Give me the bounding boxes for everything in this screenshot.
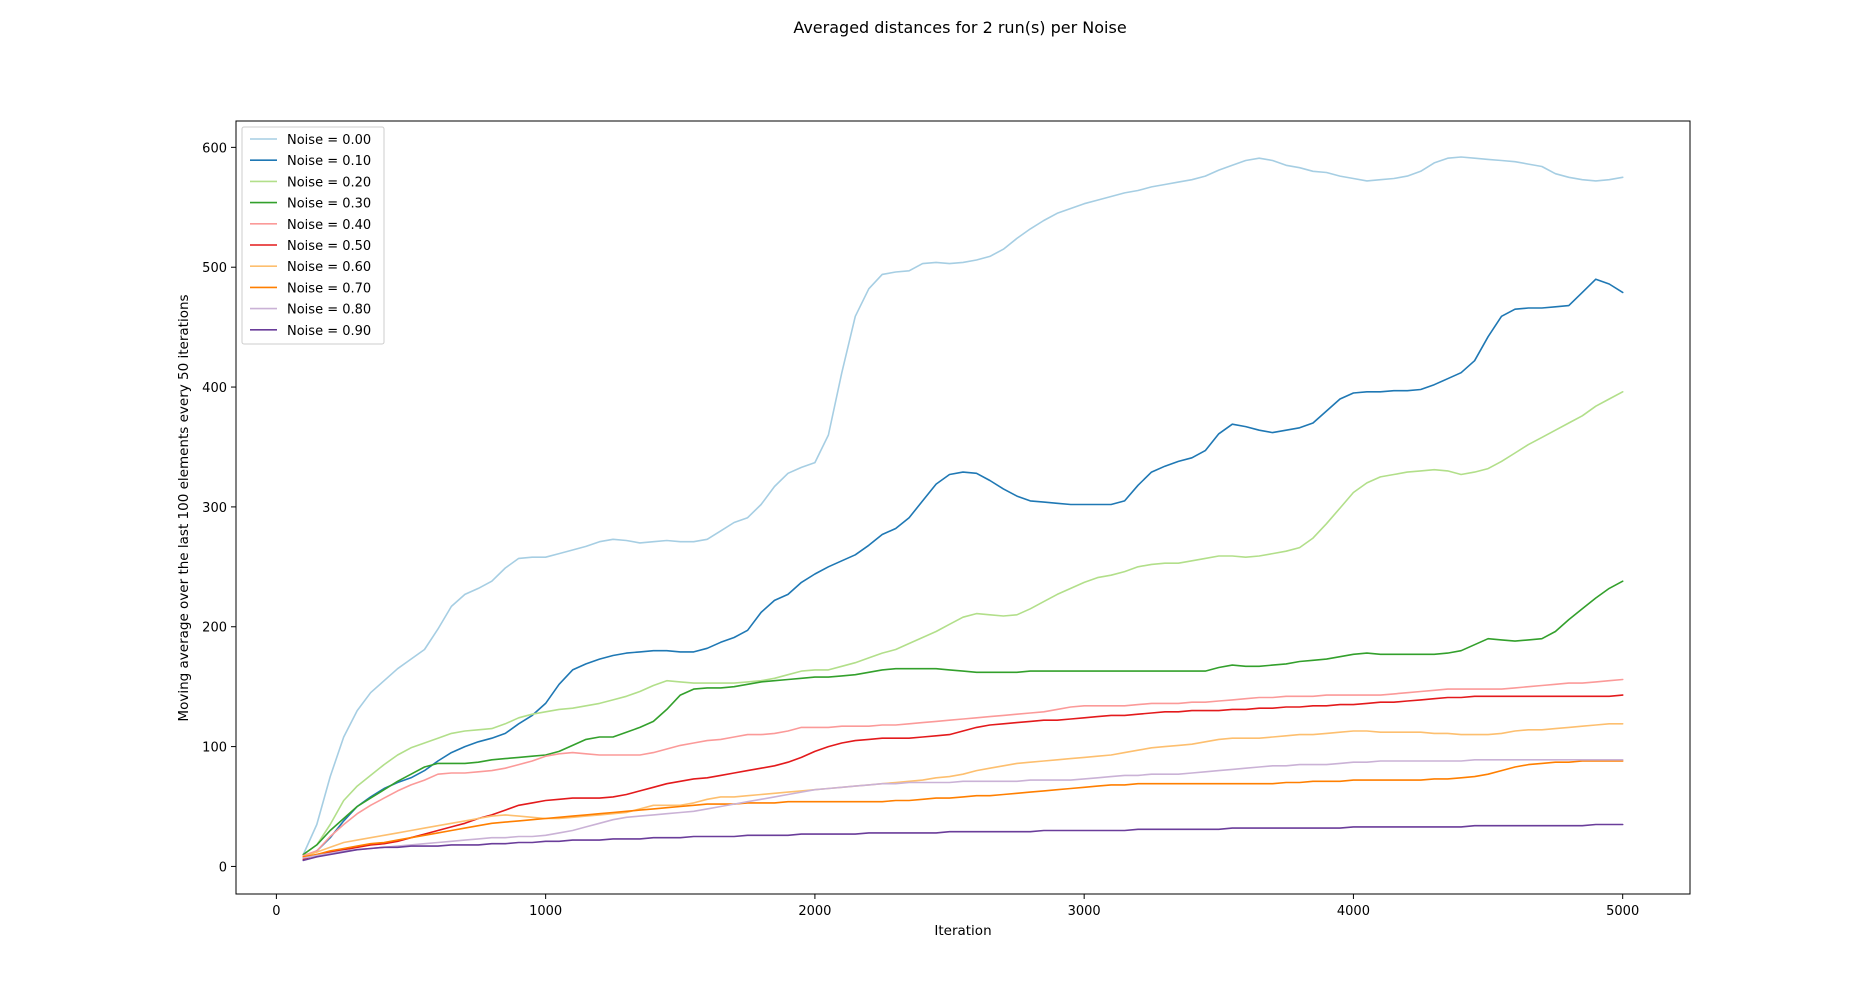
legend-label-9: Noise = 0.90 <box>287 324 371 339</box>
x-tick-label: 4000 <box>1337 904 1370 919</box>
plot-area <box>235 120 1691 895</box>
series-line-7 <box>302 760 1624 858</box>
legend-label-5: Noise = 0.50 <box>287 239 371 254</box>
x-axis-label: Iteration <box>934 923 991 939</box>
x-tick-label: 1000 <box>529 904 562 919</box>
y-tick-label: 100 <box>202 741 227 756</box>
legend-label-2: Noise = 0.20 <box>287 175 371 190</box>
y-tick-label: 400 <box>202 381 227 396</box>
legend-label-0: Noise = 0.00 <box>287 133 371 148</box>
x-tick-label: 3000 <box>1068 904 1101 919</box>
series-line-4 <box>302 678 1624 857</box>
y-tick-label: 0 <box>219 860 227 875</box>
series-line-9 <box>302 823 1624 862</box>
series-line-8 <box>302 758 1624 859</box>
series-line-3 <box>302 580 1624 856</box>
y-axis-label: Moving average over the last 100 element… <box>176 294 192 721</box>
x-tick-label: 5000 <box>1606 904 1639 919</box>
legend-label-1: Noise = 0.10 <box>287 154 371 169</box>
series-line-2 <box>302 390 1624 856</box>
legend-label-7: Noise = 0.70 <box>287 281 371 296</box>
x-axis: 0 1000 2000 3000 4000 5000 <box>272 894 1639 919</box>
y-tick-label: 300 <box>202 501 227 516</box>
legend-entries: Noise = 0.00 Noise = 0.10 Noise = 0.20 Nois… <box>250 133 371 339</box>
legend-label-8: Noise = 0.80 <box>287 303 371 318</box>
plot-frame <box>235 120 1691 895</box>
series-line-1 <box>302 278 1624 858</box>
x-tick-label: 0 <box>272 904 280 919</box>
y-tick-label: 600 <box>202 141 227 156</box>
series-line-6 <box>302 722 1624 858</box>
chart-title: Averaged distances for 2 run(s) per Nois… <box>793 18 1126 37</box>
legend-label-4: Noise = 0.40 <box>287 218 371 233</box>
x-tick-label: 2000 <box>798 904 831 919</box>
y-axis: 0 100 200 300 400 500 600 <box>202 141 236 875</box>
series-line-5 <box>302 694 1624 861</box>
legend-label-3: Noise = 0.30 <box>287 197 371 212</box>
y-tick-label: 200 <box>202 621 227 636</box>
legend-label-6: Noise = 0.60 <box>287 260 371 275</box>
legend-frame <box>241 126 385 345</box>
series-line-0 <box>302 156 1624 856</box>
y-tick-label: 500 <box>202 261 227 276</box>
legend: Noise = 0.00 Noise = 0.10 Noise = 0.20 Nois… <box>241 126 385 345</box>
series-lines <box>302 156 1624 862</box>
